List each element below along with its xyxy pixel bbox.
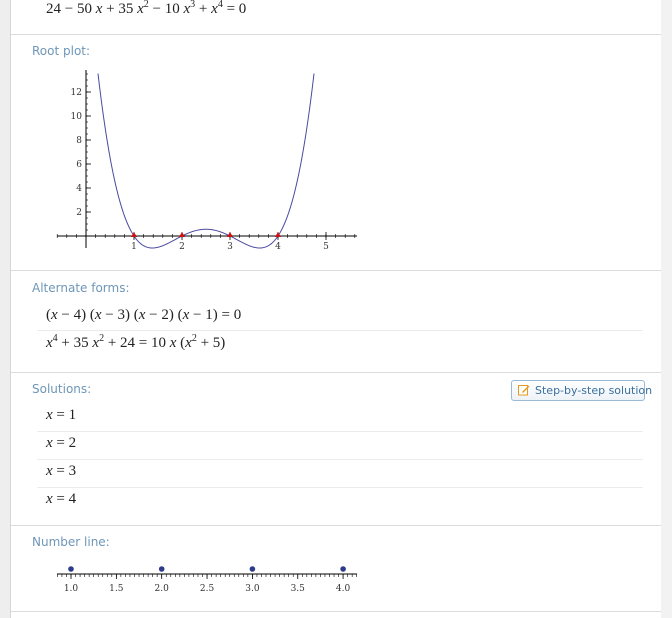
separator: [11, 34, 662, 35]
y-tick-label: 4: [76, 184, 82, 194]
solution-item: x = 3: [46, 463, 77, 479]
separator: [11, 525, 662, 526]
y-tick-label: 8: [76, 136, 82, 146]
root-marker: [227, 232, 233, 237]
number-line-tick-label: 3.5: [291, 584, 306, 594]
number-line-title: Number line:: [32, 535, 110, 549]
number-line-tick-label: 3.0: [245, 584, 260, 594]
x-tick-label: 3: [227, 242, 233, 252]
y-tick-label: 2: [76, 208, 82, 218]
function-curve: [97, 73, 315, 249]
number-line-tick-label: 1.0: [64, 584, 79, 594]
x-tick-label: 4: [275, 242, 281, 252]
row-divider: [37, 459, 643, 460]
results-panel: 24 − 50 x + 35 x2 − 10 x3 + x4 = 0 Root …: [10, 0, 663, 618]
separator: [11, 270, 662, 271]
x-tick-label: 1: [131, 242, 137, 252]
root-plot-title: Root plot:: [32, 44, 91, 58]
number-line-tick-label: 1.5: [109, 584, 124, 594]
solution-point: [158, 566, 165, 572]
alternate-form-factored: (x − 4) (x − 3) (x − 2) (x − 1) = 0: [46, 307, 242, 323]
number-line-chart: 1.0 1.5 2.0 2.5 3.0 3.5 4.0: [57, 566, 358, 594]
separator: [11, 611, 662, 612]
edit-icon: [518, 385, 530, 396]
x-tick-label: 5: [323, 242, 329, 252]
alternate-form-rearranged: x4 + 35 x2 + 24 = 10 x (x2 + 5): [46, 333, 226, 352]
root-marker: [179, 232, 185, 237]
step-by-step-solution-button[interactable]: Step-by-step solution: [511, 380, 652, 401]
number-line-tick-label: 4.0: [336, 584, 351, 594]
solution-point: [68, 566, 74, 572]
root-marker: [131, 232, 137, 237]
separator: [11, 372, 662, 373]
y-tick-label: 10: [71, 112, 83, 122]
solution-item: x = 2: [46, 435, 77, 451]
root-marker: [275, 232, 281, 237]
x-tick-label: 2: [179, 242, 185, 252]
row-divider: [37, 487, 643, 488]
row-divider: [37, 431, 643, 432]
solution-item: x = 4: [46, 491, 77, 507]
alternate-forms-title: Alternate forms:: [32, 281, 130, 295]
input-equation: 24 − 50 x + 35 x2 − 10 x3 + x4 = 0: [46, 0, 247, 17]
row-divider: [37, 330, 643, 331]
solution-item: x = 1: [46, 407, 77, 423]
y-tick-label: 6: [76, 160, 82, 170]
number-line-tick-label: 2.0: [155, 584, 170, 594]
solution-point: [340, 566, 346, 572]
step-by-step-solution-label: Step-by-step solution: [535, 384, 653, 397]
solutions-title: Solutions:: [32, 382, 92, 396]
scrollbar-track[interactable]: [661, 0, 672, 618]
number-line-tick-label: 2.5: [200, 584, 215, 594]
solution-point: [249, 566, 256, 572]
y-tick-label: 12: [71, 88, 82, 98]
